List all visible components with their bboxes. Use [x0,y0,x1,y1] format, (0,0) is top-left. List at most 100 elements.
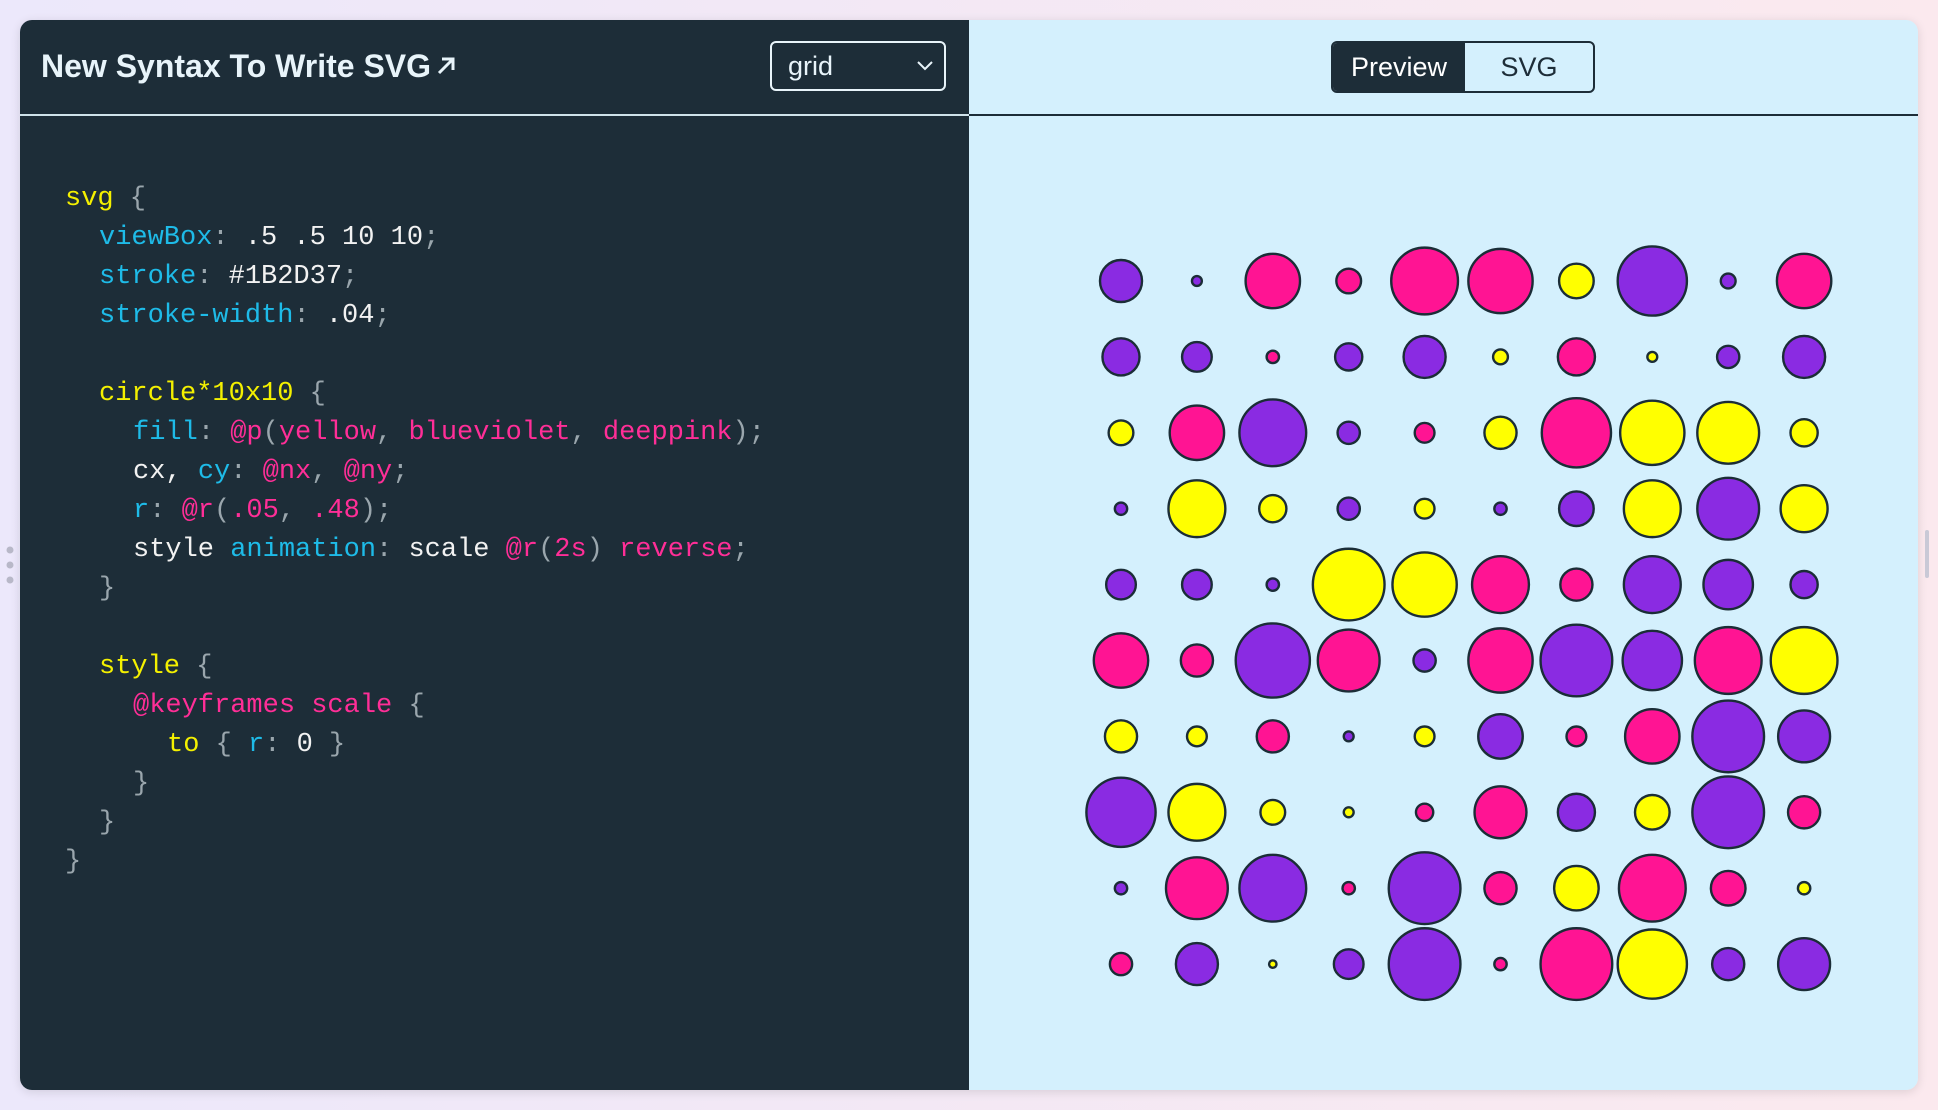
preview-circle [1622,479,1682,539]
resize-handle[interactable] [1925,530,1929,578]
preview-circle [1557,490,1595,528]
code-line: } [65,570,765,609]
code-line: viewBox: .5 .5 10 10; [65,219,765,258]
code-token: .48 [311,496,360,526]
preview-circle [1691,775,1766,850]
code-token: ( [214,496,231,526]
preview-circle [1467,247,1534,315]
code-token: } [133,769,150,799]
code-token: ) [586,535,620,565]
code-token: to [167,730,200,760]
preview-circle [1618,399,1686,467]
preview-circle [1336,496,1362,522]
code-token: @ny [343,457,393,487]
preview-circle [1719,272,1737,290]
code-line: } [65,765,765,804]
preview-circle [1390,246,1460,316]
code-token: reverse [619,535,733,565]
code-token: : [149,496,182,526]
preview-circle [1691,699,1766,774]
code-token: } [99,574,116,604]
preview-circle [1786,795,1822,830]
preview-circle [1467,627,1534,694]
code-token: blueviolet [408,418,571,448]
preview-circle [1168,404,1226,462]
preview-circle [1387,927,1462,1002]
preview-circle [1402,334,1447,380]
preview-circle [1693,625,1763,696]
preview-tab[interactable]: Preview [1333,43,1465,91]
title-link[interactable]: New Syntax To Write SVG [41,48,457,85]
code-line [65,609,765,648]
preview-circle [1335,267,1363,295]
code-token: style [133,535,231,565]
preview-circle [1103,719,1139,754]
code-line: to { r: 0 } [65,726,765,765]
code-token: : [376,535,409,565]
code-token: deeppink [602,418,733,448]
code-token: ; [342,262,359,292]
code-token: } [65,847,82,877]
preview-circle [1483,415,1518,451]
preview-circle [1311,547,1386,622]
resize-handle[interactable] [5,545,15,589]
code-token: r [248,730,265,760]
svg-tab[interactable]: SVG [1500,52,1558,82]
code-token: circle*10x10 [99,379,294,409]
code-line: fill: @p(yellow, blueviolet, deeppink); [65,414,765,453]
preview-circle [1796,880,1812,896]
code-token: stroke [99,262,197,292]
editor-header: New Syntax To Write SVG grid [20,20,969,116]
preview-circle [1709,869,1747,907]
preview-circle [1622,554,1682,615]
code-line: circle*10x10 { [65,375,765,414]
preview-circle [1342,806,1355,819]
code-token: yellow [278,418,377,448]
preview-circle [1267,959,1278,970]
preview-circle [1633,793,1671,831]
preview-circle [1391,551,1458,618]
preview-circle [1413,725,1436,748]
preview-circle [1616,245,1689,317]
preview-circle [1556,792,1597,833]
code-token: stroke-width [99,301,294,331]
code-token: r [133,496,150,526]
preview-circle [1696,476,1761,541]
title-text[interactable]: New Syntax To Write SVG [41,48,432,84]
code-token: cy [197,457,231,487]
preview-circle [1646,350,1659,364]
code-token: , [278,496,312,526]
code-token: { [293,379,326,409]
code-token: ( [538,535,555,565]
code-token: , [570,418,603,448]
preview-circle [1552,864,1600,912]
preview-circle [1104,568,1138,601]
preview-circle [1259,798,1287,826]
code-token: @keyframes scale [133,691,393,721]
code-line: stroke-width: .04; [65,297,765,336]
tab-group: Preview SVG [1331,41,1595,93]
external-icon [437,57,455,75]
code-line: svg { [65,180,765,219]
preview-circle [1316,628,1381,693]
preview-circle [1387,851,1462,926]
preview-circle [1414,802,1435,823]
preview-circle [1167,479,1227,539]
select-value[interactable]: grid [788,51,834,81]
code-token: .04 [309,301,375,331]
preview-circle [1470,554,1531,615]
code-token: @nx [262,457,312,487]
code-token: ); [359,496,393,526]
code-line [65,336,765,375]
code-token: ); [732,418,765,448]
preview-circle [1244,252,1302,310]
preview-circle [1098,258,1144,304]
code-line: r: @r(.05, .48); [65,492,765,531]
code-editor[interactable]: svg {viewBox: .5 .5 10 10; stroke: #1B2D3… [65,180,765,882]
preview-circle [1491,348,1510,366]
preview-circle [1333,342,1364,372]
example-select[interactable]: grid [770,41,946,91]
playground: New Syntax To Write SVG grid svg {viewBo… [20,20,1918,1090]
preview-circle [1559,567,1594,602]
code-line: } [65,804,765,843]
